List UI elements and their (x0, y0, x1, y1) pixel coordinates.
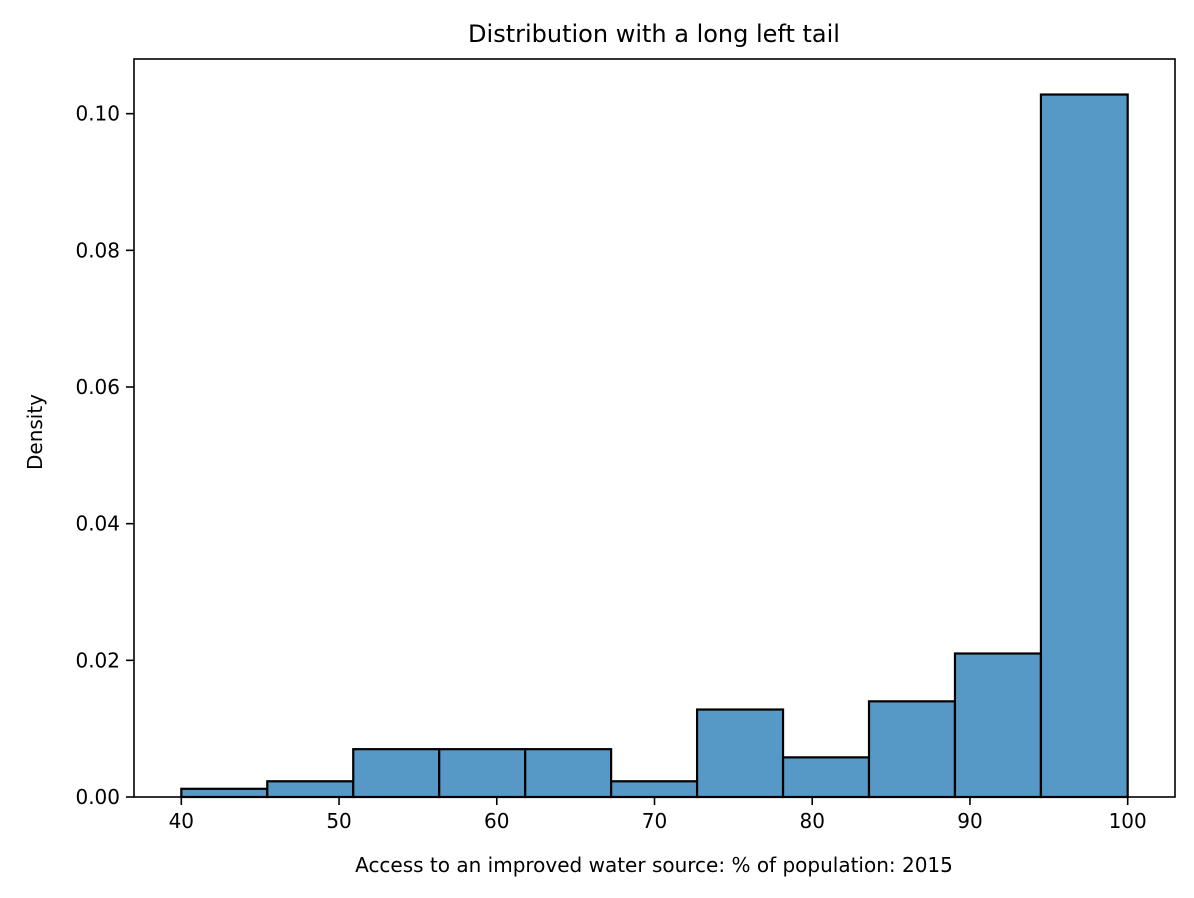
histogram-bar-1 (180, 787, 269, 799)
y-axis-label: Density (23, 394, 47, 470)
x-tick-label: 90 (957, 809, 982, 833)
bars-layer (180, 93, 1129, 799)
histogram-bar-11 (1039, 93, 1129, 799)
histogram-bar-10 (953, 652, 1043, 799)
histogram-bar-3 (352, 748, 441, 799)
chart-title: Distribution with a long left tail (468, 20, 840, 48)
histogram-bar-7 (695, 708, 785, 799)
y-tick-label: 0.08 (75, 238, 120, 262)
histogram-bar-2 (266, 780, 355, 799)
x-tick-label: 70 (642, 809, 667, 833)
histogram-bar-9 (867, 700, 957, 799)
y-tick-label: 0.10 (75, 102, 120, 126)
x-tick-label: 40 (169, 809, 194, 833)
y-tick-label: 0.00 (75, 785, 120, 809)
x-tick-label: 50 (326, 809, 351, 833)
histogram-bar-5 (524, 748, 613, 799)
x-tick-label: 80 (800, 809, 825, 833)
y-tick-label: 0.02 (75, 648, 120, 672)
y-tick-label: 0.06 (75, 375, 120, 399)
histogram-bar-4 (438, 748, 527, 799)
axes-layer: 40 50 60 70 80 90 100 0.00 0.02 0.04 0.06 0.08 0.10 (75, 58, 1176, 833)
x-tick-label: 60 (484, 809, 509, 833)
y-tick-label: 0.04 (75, 512, 120, 536)
x-tick-label: 100 (1109, 809, 1147, 833)
histogram-bar-8 (781, 756, 871, 799)
histogram-bar-6 (610, 780, 699, 799)
x-axis-label: Access to an improved water source: % of… (355, 853, 953, 877)
